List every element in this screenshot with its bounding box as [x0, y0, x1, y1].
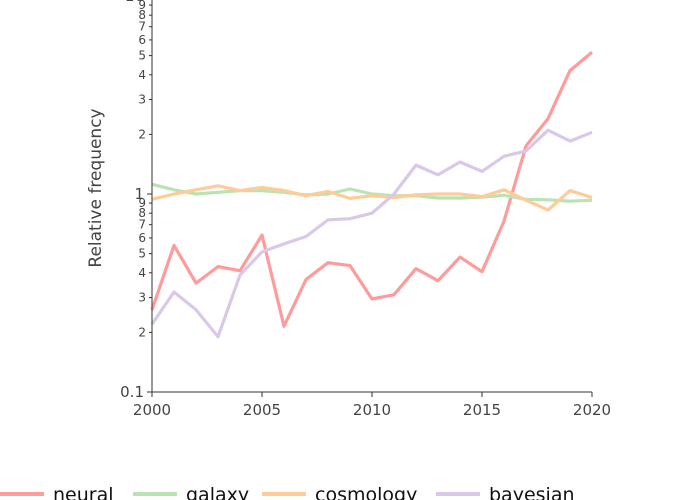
- y-minor-tick-label: 5: [138, 49, 146, 63]
- legend-label-bayesian: bayesian: [489, 484, 575, 500]
- y-tick-label: 10: [125, 0, 144, 5]
- series-line-neural: [150, 50, 594, 328]
- y-minor-tick-label: 2: [138, 325, 146, 339]
- plot-lines: [150, 50, 594, 339]
- legend-label-galaxy: galaxy: [186, 484, 249, 500]
- legend-label-neural: neural: [53, 484, 114, 500]
- y-minor-tick-label: 7: [138, 20, 146, 34]
- y-minor-tick-label: 3: [138, 291, 146, 305]
- x-tick-label: 2000: [133, 401, 171, 419]
- y-minor-tick-label: 5: [138, 247, 146, 261]
- x-tick-label: 2005: [243, 401, 281, 419]
- y-minor-tick-label: 3: [138, 93, 146, 107]
- legend-label-cosmology: cosmology: [315, 484, 417, 500]
- x-tick-label: 2015: [463, 401, 501, 419]
- axes: 200020052010201520200.111023456789234567…: [120, 0, 611, 419]
- y-axis-label: Relative frequency: [86, 108, 106, 267]
- series-line-cosmology: [151, 184, 593, 212]
- legend: neural galaxy cosmology bayesian: [0, 484, 575, 500]
- y-minor-tick-label: 9: [138, 196, 146, 210]
- y-tick-label: 0.1: [120, 383, 144, 401]
- y-minor-tick-label: 2: [138, 127, 146, 141]
- y-minor-tick-label: 8: [138, 8, 146, 22]
- series-line-bayesian: [150, 128, 593, 339]
- y-minor-tick-label: 8: [138, 206, 146, 220]
- y-minor-tick-label: 4: [138, 266, 146, 280]
- x-tick-label: 2020: [573, 401, 611, 419]
- y-minor-tick-label: 4: [138, 68, 146, 82]
- y-minor-tick-label: 7: [138, 218, 146, 232]
- x-tick-label: 2010: [353, 401, 391, 419]
- y-minor-tick-label: 9: [138, 0, 146, 12]
- y-minor-tick-label: 6: [138, 231, 146, 245]
- y-minor-tick-label: 6: [138, 33, 146, 47]
- y-tick-label: 1: [134, 185, 144, 203]
